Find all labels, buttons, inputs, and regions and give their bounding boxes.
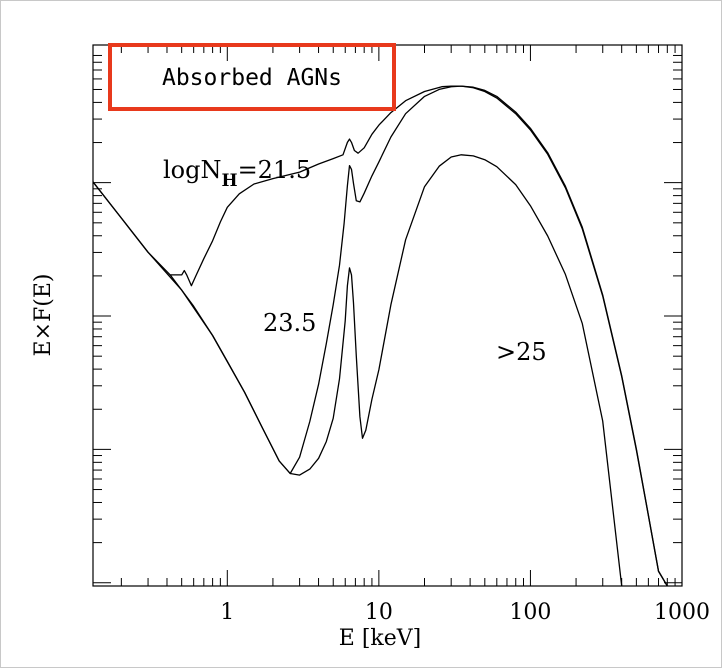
annotation-nh-25: >25 (496, 338, 547, 366)
x-tick-label: 10 (365, 600, 393, 625)
axis-ticks (93, 45, 683, 586)
x-tick-label: 1000 (654, 600, 710, 625)
x-tick-label: 100 (509, 600, 551, 625)
plot-area (92, 44, 683, 587)
series-line-2 (93, 154, 623, 586)
annotation-nh-21-5: logNH=21.5 (163, 156, 311, 191)
y-axis-label: E×F(E) (31, 274, 56, 357)
legend-box (108, 43, 396, 111)
x-tick-labels: 1 10 100 1000 (220, 600, 710, 625)
x-tick-label: 1 (220, 600, 234, 625)
series-line-0 (93, 85, 668, 586)
annotation-nh-23-5: 23.5 (263, 309, 316, 337)
annotation-suffix: =21.5 (238, 156, 312, 184)
series-group (93, 85, 668, 586)
x-axis-label: E [keV] (339, 626, 421, 651)
annotation-subscript: H (222, 171, 238, 191)
annotation-prefix: logN (163, 156, 222, 184)
legend-text: Absorbed AGNs (162, 65, 342, 91)
